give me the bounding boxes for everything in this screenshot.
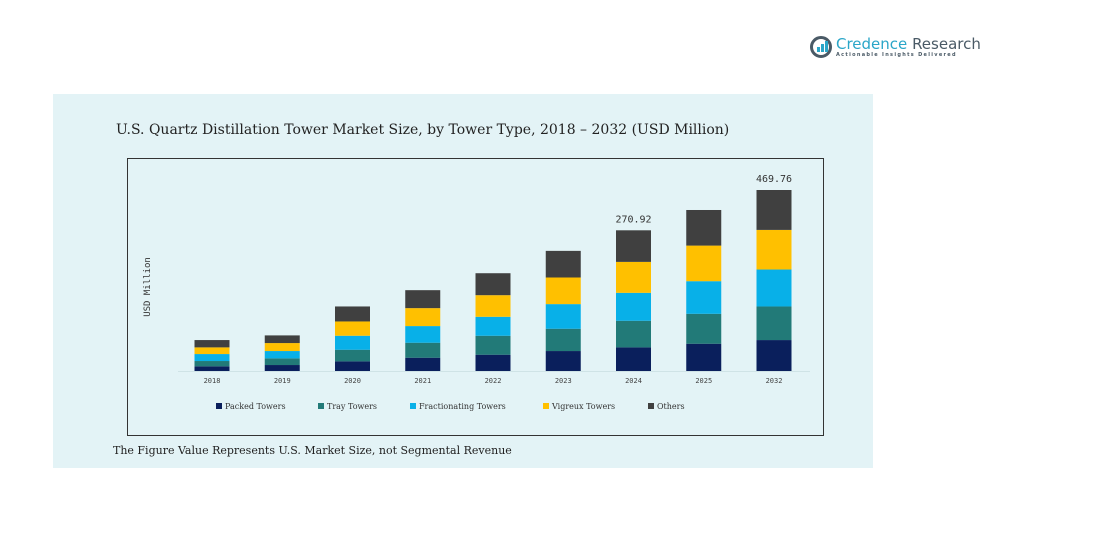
footer-note: The Figure Value Represents U.S. Market … bbox=[113, 444, 512, 457]
legend-swatch bbox=[648, 403, 654, 409]
bar-segment-vigreux-towers-2024 bbox=[616, 261, 651, 293]
bar-segment-tray-towers-2019 bbox=[264, 358, 300, 366]
bar-segment-others-2022 bbox=[475, 273, 511, 296]
x-tick-label: 2025 bbox=[695, 377, 712, 385]
bar-segment-tray-towers-2032 bbox=[756, 306, 792, 341]
x-tick-label: 2032 bbox=[766, 377, 783, 385]
bar-segment-others-2019 bbox=[264, 335, 300, 344]
bar-segment-fractionating-towers-2025 bbox=[686, 281, 722, 314]
bar-segment-others-2018 bbox=[194, 340, 230, 348]
bar-segment-vigreux-towers-2018 bbox=[194, 347, 230, 355]
bar-segment-fractionating-towers-2024 bbox=[616, 292, 651, 321]
legend-label: Tray Towers bbox=[327, 402, 377, 411]
bar-segment-vigreux-towers-2032 bbox=[756, 229, 792, 270]
x-tick-label: 2020 bbox=[344, 377, 361, 385]
x-tick-label: 2023 bbox=[555, 377, 572, 385]
bar-segment-tray-towers-2023 bbox=[545, 328, 581, 352]
legend-label: Others bbox=[657, 402, 685, 411]
bar-segment-others-2024 bbox=[616, 230, 651, 262]
bar-segment-fractionating-towers-2023 bbox=[545, 304, 581, 329]
chart-panel bbox=[53, 94, 873, 468]
bar-segment-others-2032 bbox=[756, 190, 792, 230]
bar-segment-fractionating-towers-2020 bbox=[335, 335, 370, 350]
bar-segment-vigreux-towers-2019 bbox=[264, 343, 300, 352]
logo-name-1: Credence bbox=[836, 34, 908, 53]
chart-frame bbox=[127, 158, 824, 436]
bar-segment-vigreux-towers-2022 bbox=[475, 295, 511, 317]
bar-segment-vigreux-towers-2023 bbox=[545, 277, 581, 305]
x-tick-label: 2018 bbox=[204, 377, 221, 385]
chart-title: U.S. Quartz Distillation Tower Market Si… bbox=[116, 122, 730, 138]
bar-segment-tray-towers-2020 bbox=[335, 349, 370, 362]
bar-segment-packed-towers-2020 bbox=[335, 361, 370, 371]
bar-segment-fractionating-towers-2019 bbox=[264, 351, 300, 359]
x-tick-label: 2021 bbox=[414, 377, 431, 385]
credence-research-logo: Credence Research Actionable Insights De… bbox=[810, 36, 981, 58]
bar-segment-packed-towers-2022 bbox=[475, 354, 511, 371]
logo-chart-icon bbox=[810, 36, 832, 58]
bar-segment-vigreux-towers-2020 bbox=[335, 321, 370, 336]
bar-segment-packed-towers-2032 bbox=[756, 340, 792, 371]
legend-swatch bbox=[410, 403, 416, 409]
data-label-2024: 270.92 bbox=[615, 214, 651, 225]
bar-segment-fractionating-towers-2032 bbox=[756, 269, 792, 307]
legend-label: Vigreux Towers bbox=[551, 402, 615, 411]
logo-tagline: Actionable Insights Delivered bbox=[836, 51, 957, 58]
legend-swatch bbox=[216, 403, 222, 409]
bar-segment-tray-towers-2022 bbox=[475, 335, 511, 355]
x-tick-label: 2024 bbox=[625, 377, 642, 385]
bar-segment-vigreux-towers-2025 bbox=[686, 245, 722, 282]
bar-segment-others-2023 bbox=[545, 250, 581, 278]
bar-segment-others-2025 bbox=[686, 209, 722, 246]
bar-segment-fractionating-towers-2018 bbox=[194, 354, 230, 362]
legend-swatch bbox=[318, 403, 324, 409]
legend-swatch bbox=[543, 403, 549, 409]
x-tick-label: 2019 bbox=[274, 377, 291, 385]
legend-label: Fractionating Towers bbox=[419, 402, 506, 411]
bar-segment-others-2020 bbox=[335, 306, 370, 322]
bar-segment-packed-towers-2019 bbox=[264, 365, 300, 371]
bar-segment-tray-towers-2018 bbox=[194, 361, 230, 367]
bar-segment-packed-towers-2023 bbox=[545, 351, 581, 371]
logo-name-2: Research bbox=[912, 34, 981, 53]
bar-segment-packed-towers-2018 bbox=[194, 366, 230, 371]
data-label-2032: 469.76 bbox=[756, 174, 792, 185]
y-axis-label: USD Million bbox=[143, 257, 153, 317]
legend-label: Packed Towers bbox=[225, 402, 286, 411]
x-tick-label: 2022 bbox=[485, 377, 502, 385]
bar-segment-others-2021 bbox=[405, 290, 441, 309]
bar-segment-packed-towers-2024 bbox=[616, 347, 651, 371]
bar-segment-tray-towers-2025 bbox=[686, 313, 722, 344]
bar-segment-fractionating-towers-2021 bbox=[405, 326, 441, 343]
bar-segment-fractionating-towers-2022 bbox=[475, 316, 511, 336]
bar-segment-vigreux-towers-2021 bbox=[405, 308, 441, 327]
bar-segment-packed-towers-2025 bbox=[686, 343, 722, 371]
bar-segment-tray-towers-2021 bbox=[405, 342, 441, 358]
bar-segment-packed-towers-2021 bbox=[405, 357, 441, 371]
bar-segment-tray-towers-2024 bbox=[616, 320, 651, 348]
